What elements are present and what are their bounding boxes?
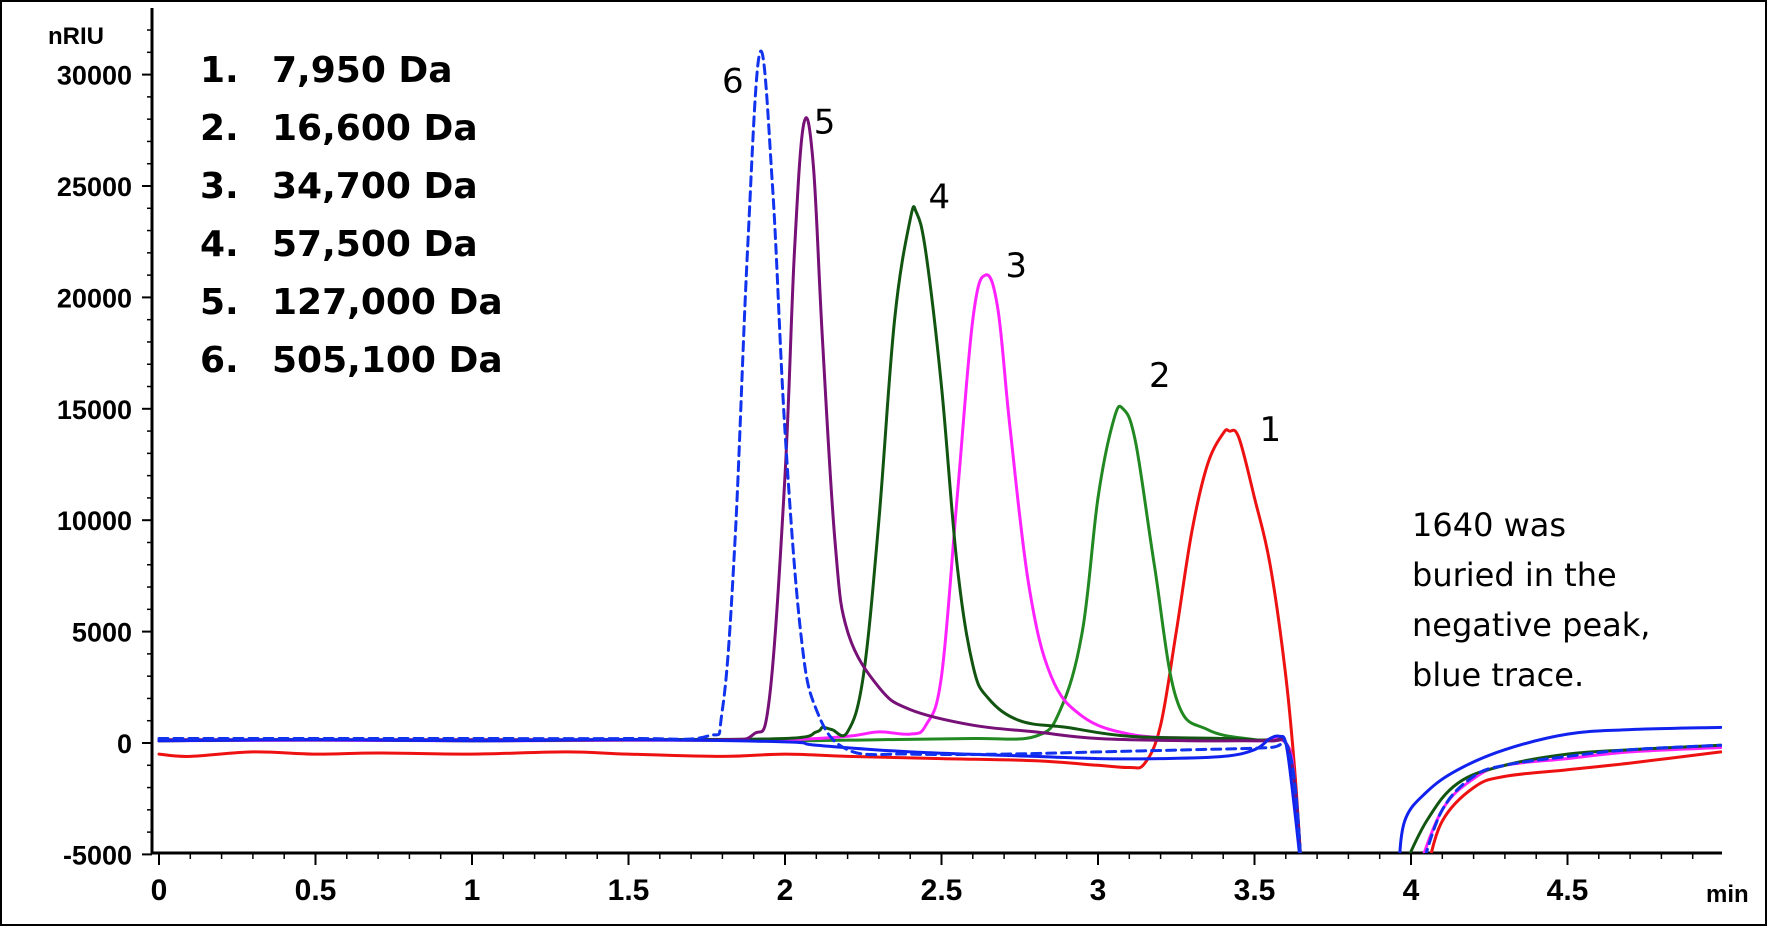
series-line-2	[157, 404, 1302, 853]
series-line-1-part1	[157, 428, 1302, 853]
legend-item-1-number: 1.	[200, 50, 239, 91]
x-axis-unit-label: min	[1706, 881, 1749, 908]
peak-label-2: 2	[1149, 356, 1171, 396]
x-tick-label: 0.5	[295, 874, 337, 907]
peak-label-4: 4	[928, 178, 950, 218]
legend-item-4-label: 57,500 Da	[272, 224, 478, 265]
series-line-blue-solid-part2	[1398, 725, 1722, 853]
peak-label-1: 1	[1259, 410, 1281, 450]
series-line-blue-solid-part1	[157, 734, 1301, 853]
x-tick-label: 2.5	[921, 874, 963, 907]
peak-label-5: 5	[814, 103, 836, 143]
legend-item-2-number: 2.	[200, 108, 239, 149]
x-tick-label: 0	[151, 874, 168, 907]
y-tick-label: 15000	[57, 395, 132, 425]
peak-labels: 1 2 3 4 5 6	[722, 61, 1281, 450]
legend-item-4-number: 4.	[200, 224, 239, 265]
annotation-line-2: buried in the	[1412, 556, 1617, 594]
x-tick-label: 4	[1403, 874, 1420, 907]
x-tick-label: 2	[777, 874, 794, 907]
y-ticks: -5000 0 5000 10000 15000 20000 25000 30000	[57, 29, 152, 870]
annotation-note: 1640 was buried in the negative peak, bl…	[1412, 506, 1650, 694]
legend-item-6-label: 505,100 Da	[272, 340, 503, 381]
x-tick-label: 3.5	[1234, 874, 1276, 907]
legend-item-6-number: 6.	[200, 340, 239, 381]
annotation-line-3: negative peak,	[1412, 606, 1650, 644]
annotation-line-1: 1640 was	[1412, 506, 1566, 544]
legend-item-3-label: 34,700 Da	[272, 166, 478, 207]
x-tick-label: 3	[1090, 874, 1107, 907]
y-tick-label: 0	[117, 729, 132, 759]
x-ticks: 0 0.5 1 1.5 2 2.5 3 3.5 4 4.5	[151, 853, 1694, 907]
legend-item-1-label: 7,950 Da	[272, 50, 453, 91]
legend: 1. 7,950 Da 2. 16,600 Da 3. 34,700 Da 4.…	[200, 50, 503, 381]
y-tick-label: 25000	[57, 172, 132, 202]
legend-item-5-number: 5.	[200, 282, 239, 323]
series-layer	[157, 49, 1722, 853]
y-tick-label: 30000	[57, 61, 132, 91]
peak-label-6: 6	[722, 61, 744, 101]
y-tick-label: 10000	[57, 506, 132, 536]
series-line-6-part2	[1424, 743, 1722, 853]
y-tick-label: 20000	[57, 283, 132, 313]
series-line-1-part2	[1429, 750, 1722, 853]
legend-item-3-number: 3.	[200, 166, 239, 207]
x-tick-label: 1	[464, 874, 481, 907]
legend-item-2-label: 16,600 Da	[272, 108, 478, 149]
y-tick-label: 5000	[72, 618, 132, 648]
x-tick-label: 4.5	[1547, 874, 1589, 907]
peak-label-3: 3	[1005, 246, 1027, 286]
legend-item-5-label: 127,000 Da	[272, 282, 503, 323]
y-axis-unit-label: nRIU	[48, 23, 104, 50]
x-tick-label: 1.5	[608, 874, 650, 907]
annotation-line-4: blue trace.	[1412, 656, 1584, 694]
series-line-6-part1	[157, 49, 1302, 853]
y-tick-label: -5000	[63, 840, 132, 870]
